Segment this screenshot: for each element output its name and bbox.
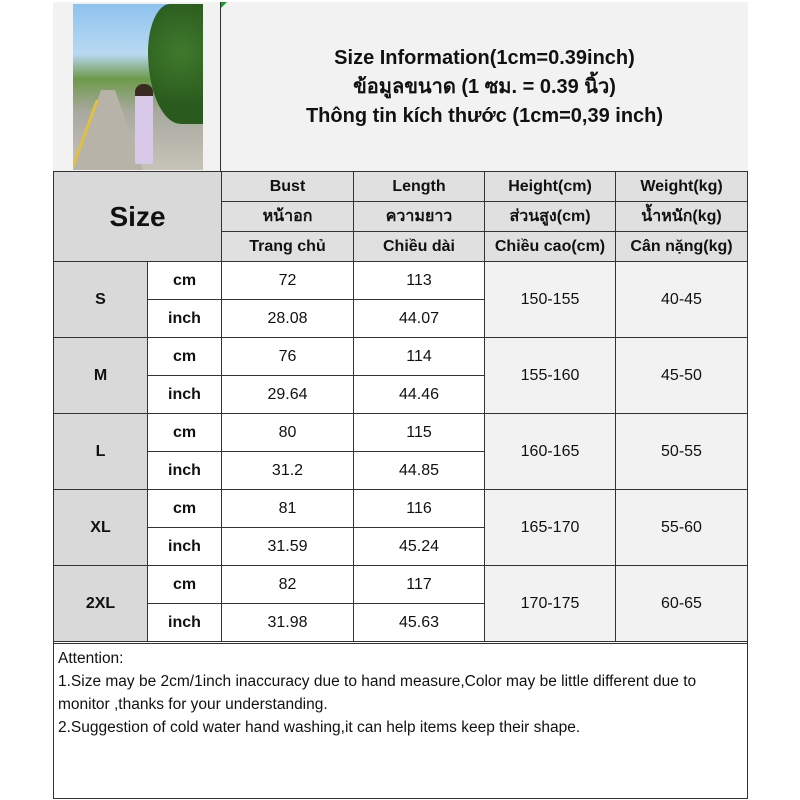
col-header-bust: Bust (221, 171, 354, 202)
unit-inch: inch (147, 451, 222, 490)
length-inch: 45.24 (353, 527, 485, 566)
unit-cm: cm (147, 489, 222, 528)
col-header-height: Height(cm) (484, 171, 616, 202)
bust-inch: 28.08 (221, 299, 354, 338)
length-cm: 113 (353, 261, 485, 300)
title-vi: Thông tin kích thước (1cm=0,39 inch) (305, 104, 664, 127)
bust-cm: 81 (221, 489, 354, 528)
col-header-length: Length (353, 171, 485, 202)
size-table: Size Bust Length Height(cm) Weight(kg) ห… (53, 171, 748, 642)
bust-inch: 31.59 (221, 527, 354, 566)
size-header: Size (53, 171, 222, 262)
length-inch: 44.85 (353, 451, 485, 490)
table-row: inch 31.98 45.63 (54, 603, 748, 642)
weight-range: 40-45 (615, 261, 748, 338)
note-1: 1.Size may be 2cm/1inch inaccuracy due t… (58, 673, 701, 713)
note-2: 2.Suggestion of cold water hand washing,… (58, 719, 581, 736)
length-inch: 45.63 (353, 603, 485, 642)
weight-range: 45-50 (615, 337, 748, 414)
size-info-title: Size Information(1cm=0.39inch) ข้อมูลขนา… (221, 2, 748, 172)
unit-inch: inch (147, 603, 222, 642)
col-header-length-vi: Chiều dài (353, 231, 485, 262)
title-th: ข้อมูลขนาด (1 ซม. = 0.39 นิ้ว) (353, 75, 616, 98)
unit-cm: cm (147, 565, 222, 604)
bust-inch: 31.2 (221, 451, 354, 490)
bust-inch: 31.98 (221, 603, 354, 642)
notes-heading: Attention: (58, 650, 124, 667)
unit-cm: cm (147, 261, 222, 300)
bust-inch: 29.64 (221, 375, 354, 414)
weight-range: 50-55 (615, 413, 748, 490)
cell-marker (221, 2, 227, 8)
table-row: XL cm 81 116 165-170 55-60 (53, 489, 748, 566)
size-label: M (53, 337, 148, 414)
col-header-weight-th: น้ำหนัก(kg) (615, 201, 748, 232)
bust-cm: 82 (221, 565, 354, 604)
weight-range: 60-65 (615, 565, 748, 642)
height-range: 165-170 (484, 489, 616, 566)
height-range: 160-165 (484, 413, 616, 490)
height-range: 150-155 (484, 261, 616, 338)
bust-cm: 72 (221, 261, 354, 300)
length-cm: 116 (353, 489, 485, 528)
col-header-bust-th: หน้าอก (221, 201, 354, 232)
length-cm: 114 (353, 337, 485, 376)
size-label: L (53, 413, 148, 490)
col-header-bust-vi: Trang chủ (221, 231, 354, 262)
table-row: 2XL cm 82 117 170-175 60-65 (53, 565, 748, 642)
product-photo (73, 4, 203, 170)
col-header-weight: Weight(kg) (615, 171, 748, 202)
col-header-length-th: ความยาว (353, 201, 485, 232)
title-en: Size Information(1cm=0.39inch) (334, 46, 635, 69)
unit-cm: cm (147, 337, 222, 376)
unit-inch: inch (147, 527, 222, 566)
length-inch: 44.07 (353, 299, 485, 338)
unit-cm: cm (147, 413, 222, 452)
col-header-height-th: ส่วนสูง(cm) (484, 201, 616, 232)
size-label: 2XL (53, 565, 148, 642)
bust-cm: 80 (221, 413, 354, 452)
col-header-weight-vi: Cân nặng(kg) (615, 231, 748, 262)
length-cm: 117 (353, 565, 485, 604)
weight-range: 55-60 (615, 489, 748, 566)
attention-notes: Attention: 1.Size may be 2cm/1inch inacc… (53, 643, 748, 799)
table-row: inch 31.59 45.24 (54, 527, 748, 566)
size-label: S (53, 261, 148, 338)
col-header-height-vi: Chiều cao(cm) (484, 231, 616, 262)
height-range: 170-175 (484, 565, 616, 642)
size-label: XL (53, 489, 148, 566)
unit-inch: inch (147, 299, 222, 338)
length-inch: 44.46 (353, 375, 485, 414)
table-row: inch 31.2 44.85 (54, 451, 748, 490)
height-range: 155-160 (484, 337, 616, 414)
length-cm: 115 (353, 413, 485, 452)
unit-inch: inch (147, 375, 222, 414)
bust-cm: 76 (221, 337, 354, 376)
table-row: inch 29.64 44.46 (54, 375, 748, 414)
